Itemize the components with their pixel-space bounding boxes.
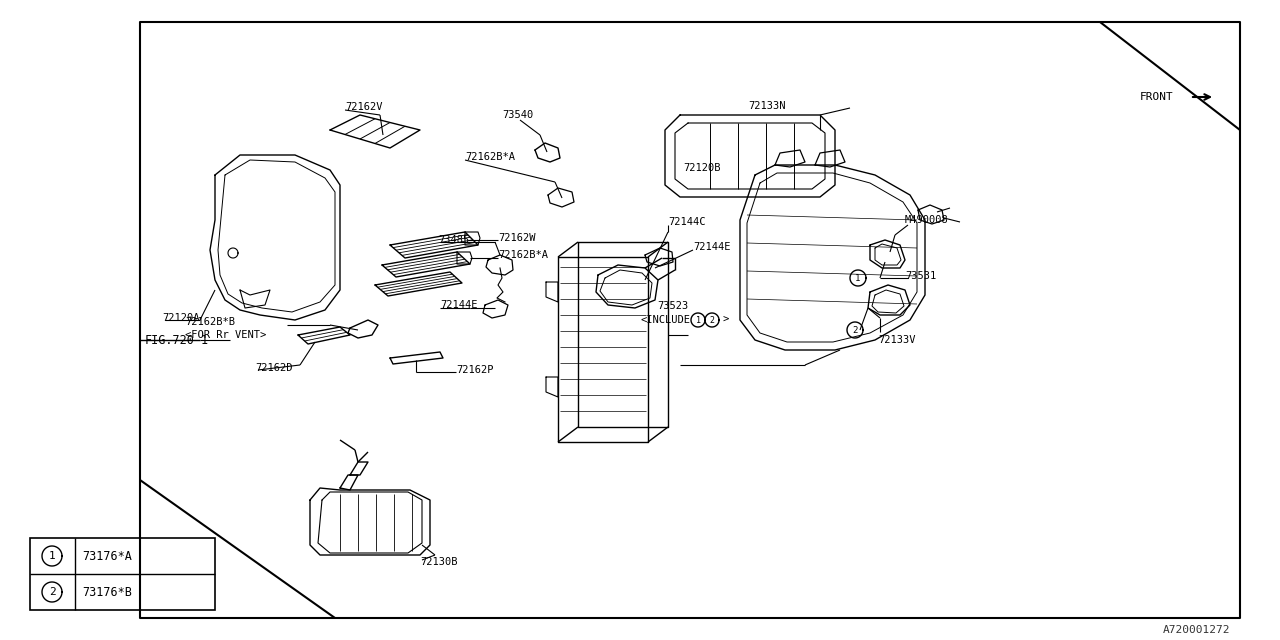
Text: 72120B: 72120B — [684, 163, 721, 173]
Text: 2: 2 — [852, 326, 858, 335]
Text: M490008: M490008 — [905, 215, 948, 225]
Text: 72130B: 72130B — [420, 557, 457, 567]
Text: 72144E: 72144E — [692, 242, 731, 252]
Text: 72133N: 72133N — [748, 101, 786, 111]
Text: 1: 1 — [695, 316, 700, 324]
Text: 2: 2 — [49, 587, 55, 597]
Text: 72133V: 72133V — [878, 335, 915, 345]
Text: 73540: 73540 — [502, 110, 534, 120]
Text: 72162V: 72162V — [346, 102, 383, 112]
Text: 72162B*A: 72162B*A — [498, 250, 548, 260]
Text: 72162B*B: 72162B*B — [186, 317, 236, 327]
Text: 72162W: 72162W — [498, 233, 535, 243]
Text: FIG.720-1: FIG.720-1 — [145, 333, 209, 346]
Text: 72120A: 72120A — [163, 313, 200, 323]
Text: 72162B*A: 72162B*A — [465, 152, 515, 162]
Text: 72144C: 72144C — [668, 217, 705, 227]
Text: >: > — [722, 315, 728, 325]
Text: 73176*B: 73176*B — [82, 586, 132, 598]
Text: 2: 2 — [709, 316, 714, 324]
Text: 1: 1 — [49, 551, 55, 561]
Text: 73176*A: 73176*A — [82, 550, 132, 563]
Text: 73485: 73485 — [438, 235, 470, 245]
Text: <FOR Rr VENT>: <FOR Rr VENT> — [186, 330, 266, 340]
Text: 1: 1 — [855, 273, 860, 282]
Text: <INCLUDE: <INCLUDE — [640, 315, 690, 325]
Text: A720001272: A720001272 — [1162, 625, 1230, 635]
Text: 73531: 73531 — [905, 271, 936, 281]
Text: FRONT: FRONT — [1140, 92, 1174, 102]
Bar — [29, 538, 215, 610]
Text: 73523: 73523 — [657, 301, 689, 311]
Text: 72162P: 72162P — [456, 365, 494, 375]
Text: 72162D: 72162D — [255, 363, 293, 373]
Text: 72144E: 72144E — [440, 300, 477, 310]
